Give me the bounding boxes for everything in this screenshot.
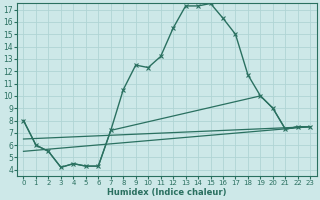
X-axis label: Humidex (Indice chaleur): Humidex (Indice chaleur)	[107, 188, 227, 197]
